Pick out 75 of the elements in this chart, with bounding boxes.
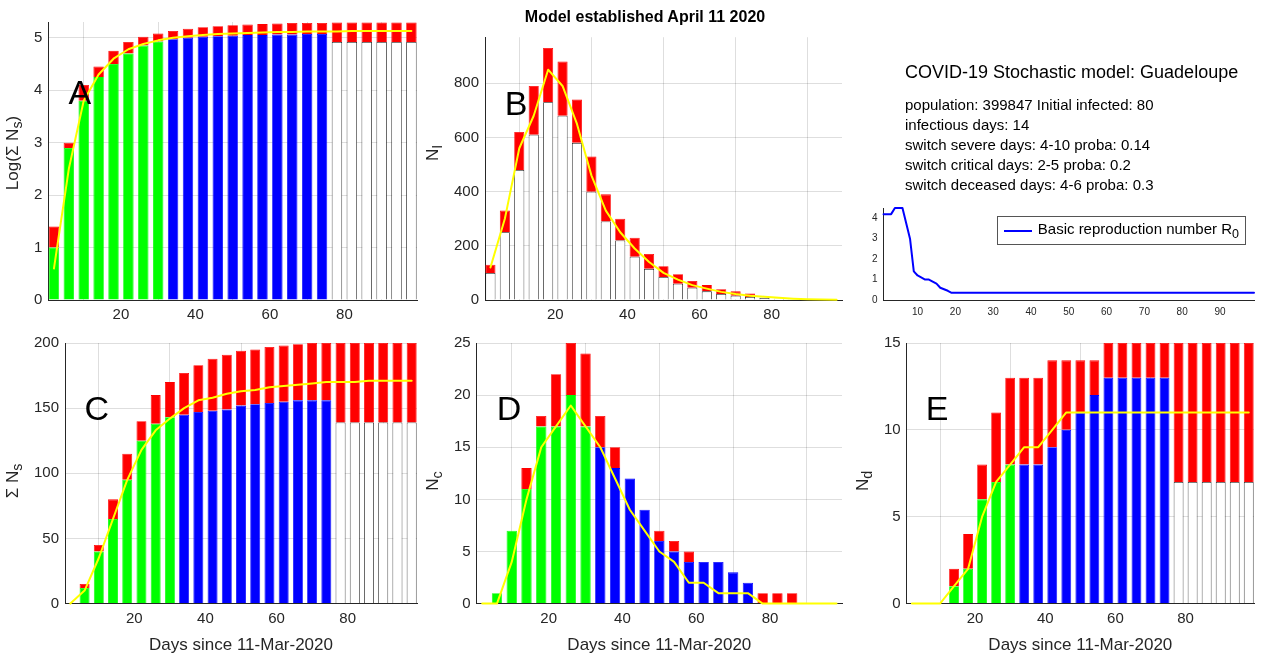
y-tick-label: 3 [872, 232, 878, 244]
y-tick-label: 800 [454, 73, 480, 91]
y-tick-label: 1 [34, 237, 43, 255]
y-tick-label: 150 [34, 398, 60, 416]
y-tick-label: 10 [884, 420, 901, 438]
x-tick-label: 20 [949, 305, 962, 317]
y-tick-label: 2 [34, 185, 43, 203]
x-tick-label: 40 [614, 608, 631, 626]
y-tick-label: 10 [454, 489, 471, 507]
x-tick-label: 10 [912, 305, 924, 317]
y-tick-label: 3 [34, 132, 43, 150]
text: infectious days: 14 [905, 115, 1031, 135]
y-tick-label: 0 [34, 290, 43, 308]
x-tick-label: 20 [547, 305, 564, 323]
y-tick-label: 600 [454, 127, 480, 145]
y-tick-label: 4 [34, 80, 43, 98]
x-tick-label: 80 [339, 608, 357, 626]
x-tick-label: 40 [1025, 305, 1037, 317]
y-tick-label: 100 [34, 463, 60, 481]
x-tick-label: 80 [1177, 608, 1194, 626]
y-tick-label: 50 [42, 528, 60, 546]
y-tick-label: 0 [872, 293, 878, 305]
y-tick-label: 5 [892, 506, 901, 524]
x-tick-label: 60 [687, 608, 705, 626]
annotation: E [925, 389, 949, 428]
y-tick-label: 15 [454, 437, 471, 455]
annotation: B [504, 83, 528, 122]
x-tick-label: 80 [1176, 305, 1189, 317]
x-tick-label: 40 [1036, 608, 1054, 626]
x-tick-label: 80 [336, 305, 353, 323]
x-tick-label: 60 [1101, 305, 1113, 317]
y-tick-label: 1 [872, 273, 878, 285]
y-tick-label: 0 [50, 593, 60, 611]
x-tick-label: 90 [1214, 305, 1226, 317]
y-tick-label: 25 [454, 333, 471, 351]
y-tick-label: 2 [872, 252, 878, 264]
x-tick-label: 20 [540, 608, 557, 626]
y-tick-label: 0 [462, 593, 471, 611]
y-tick-label: 0 [470, 290, 480, 308]
y-tick-label: 0 [892, 593, 901, 611]
y-tick-label: 4 [872, 211, 878, 223]
x-axis-title: Days since 11-Mar-2020 [988, 635, 1173, 655]
y-tick-label: 15 [884, 333, 901, 351]
x-tick-label: 50 [1063, 305, 1075, 317]
x-tick-label: 20 [112, 305, 130, 323]
text: population: 399847 Initial infected: 80 [905, 95, 1155, 115]
x-axis-title: Days since 11-Mar-2020 [149, 635, 333, 655]
annotation: D [496, 389, 522, 428]
x-axis-title: Days since 11-Mar-2020 [567, 635, 752, 655]
x-tick-label: 70 [1138, 305, 1151, 317]
y-tick-label: 200 [34, 333, 60, 351]
x-tick-label: 40 [187, 305, 204, 323]
x-tick-label: 60 [261, 305, 279, 323]
text: switch severe days: 4-10 proba: 0.14 [905, 135, 1152, 155]
text: switch deceased days: 4-6 proba: 0.3 [905, 175, 1155, 195]
x-tick-label: 60 [691, 305, 708, 323]
x-tick-label: 60 [1107, 608, 1124, 626]
y-tick-label: 5 [462, 541, 471, 559]
x-tick-label: 40 [197, 608, 214, 626]
x-tick-label: 80 [761, 608, 779, 626]
annotation: C [84, 389, 109, 428]
legend-label: Basic reproduction number R$_{0}$ [1037, 220, 1239, 241]
text: COVID-19 Stochastic model: Guadeloupe [905, 62, 1240, 83]
y-tick-label: 400 [454, 181, 480, 199]
text: switch critical days: 2-5 proba: 0.2 [905, 155, 1132, 175]
x-tick-label: 30 [987, 305, 1000, 317]
y-tick-label: 5 [34, 27, 43, 45]
x-tick-label: 60 [268, 608, 285, 626]
x-tick-label: 80 [763, 305, 781, 323]
y-tick-label: 20 [454, 385, 471, 403]
x-tick-label: 40 [619, 305, 636, 323]
y-tick-label: 200 [454, 235, 480, 253]
chart-title: Model established April 11 2020 [524, 8, 766, 26]
x-tick-label: 20 [126, 608, 143, 626]
x-tick-label: 20 [966, 608, 984, 626]
